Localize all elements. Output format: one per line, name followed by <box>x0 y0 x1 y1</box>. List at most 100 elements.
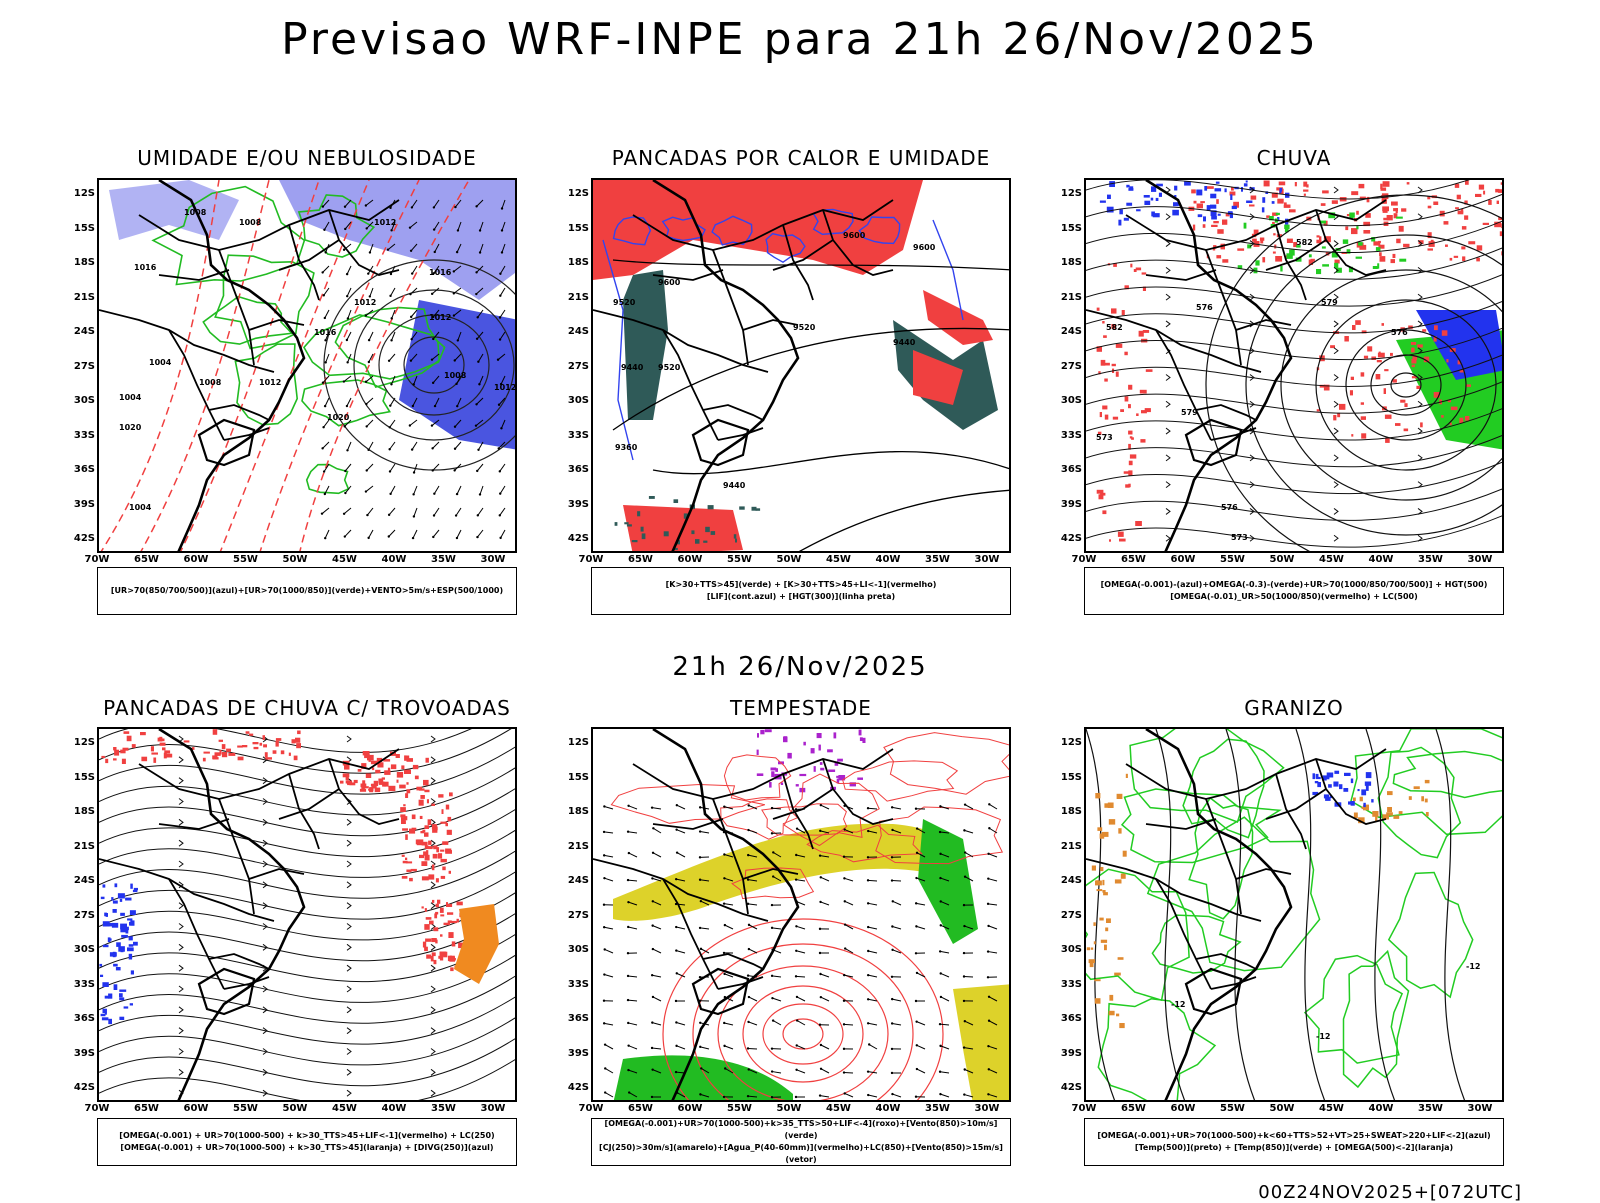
storm-red-speck <box>425 939 431 942</box>
wind-vector-head <box>819 1094 821 1096</box>
wind-vector-head <box>501 251 503 253</box>
rain-red-speck <box>1363 230 1370 234</box>
rain-green-speck <box>1334 263 1338 268</box>
instability-speck <box>624 522 628 524</box>
wind-vector <box>772 928 781 929</box>
omega-orange-speck <box>1115 879 1122 883</box>
rain-red-speck <box>1404 429 1409 432</box>
latitude-label: 39S <box>1052 1048 1082 1059</box>
stream-arrow <box>1334 348 1338 354</box>
wind-vector-head <box>963 904 965 906</box>
wind-vector <box>892 807 901 809</box>
storm-red-speck <box>296 743 301 748</box>
storm-red-speck <box>412 828 417 831</box>
contour-label: 9520 <box>793 323 816 332</box>
wind-vector <box>821 1069 829 1073</box>
rain-red-speck <box>1217 229 1223 234</box>
rain-red-speck <box>1466 384 1471 387</box>
rain-red-speck <box>1112 364 1116 366</box>
storm-purple-speck <box>860 737 863 741</box>
wind-vector <box>410 420 417 426</box>
longitude-label: 70W <box>1069 554 1099 565</box>
omega-orange-speck <box>1119 1023 1124 1028</box>
rain-red-speck <box>1130 454 1136 458</box>
wind-vector <box>628 927 637 929</box>
wind-vector <box>868 1023 877 1025</box>
stream-arrow <box>179 924 183 930</box>
wind-vector-head <box>915 1096 917 1098</box>
storm-red-speck <box>203 758 206 762</box>
latitude-label: 27S <box>559 361 589 372</box>
panel-caption: [OMEGA(-0.001)+UR>70(1000-500)+k<60+TTS>… <box>1084 1118 1504 1166</box>
wind-vector-head <box>411 272 413 274</box>
wind-vector-head <box>346 339 348 341</box>
storm-red-speck <box>422 830 425 833</box>
rain-red-speck <box>1477 245 1483 250</box>
storm-red-speck <box>440 934 443 936</box>
rain-red-speck <box>1105 363 1110 366</box>
wind-vector <box>868 927 877 929</box>
hail-blue-speck <box>1324 794 1329 798</box>
stream-arrow <box>347 924 351 930</box>
wind-vector <box>772 998 781 1001</box>
latitude-label: 33S <box>559 979 589 990</box>
contour-label: 576 <box>1221 503 1238 512</box>
storm-red-speck <box>412 815 416 820</box>
coastline <box>1146 180 1291 553</box>
panel-title: CHUVA <box>1084 146 1504 170</box>
wind-vector-head <box>477 514 479 516</box>
wind-vector-head <box>365 314 367 316</box>
storm-red-speck <box>434 960 437 964</box>
wind-vector-head <box>455 514 457 516</box>
rain-blue-speck <box>1244 183 1248 186</box>
wind-vector-head <box>747 878 749 880</box>
contour-label: 582 <box>1106 323 1123 332</box>
wind-vector-head <box>603 877 605 879</box>
country-border <box>823 759 893 824</box>
latitude-label: 30S <box>65 395 95 406</box>
hail-blue-speck <box>1334 771 1339 774</box>
storm-red-speck <box>238 757 244 761</box>
wind-vector-head <box>891 1072 893 1074</box>
rain-red-speck <box>1351 191 1358 195</box>
latitude-label: 42S <box>1052 533 1082 544</box>
wind-vector <box>821 1045 829 1049</box>
wind-vector-head <box>916 827 918 829</box>
storm-red-speck <box>406 782 408 785</box>
wind-vector-head <box>499 492 501 494</box>
wind-vector-head <box>477 361 479 363</box>
storm-purple-speck <box>787 753 791 759</box>
rain-green-speck <box>1373 266 1378 269</box>
wind-vector-head <box>390 229 392 231</box>
instability-speck <box>708 505 714 509</box>
rain-red-speck <box>1100 412 1102 417</box>
storm-red-speck <box>184 740 190 742</box>
wind-vector <box>989 926 997 929</box>
divergence-blue-speck <box>133 890 138 892</box>
storm-purple-speck <box>819 745 821 751</box>
wind-vector-head <box>456 537 458 539</box>
rain-red-speck <box>1455 207 1459 209</box>
omega-orange-speck <box>1354 813 1358 819</box>
storm-red-speck <box>295 738 300 743</box>
storm-red-speck <box>428 819 432 825</box>
stream-arrow <box>1334 187 1338 193</box>
wind-vector-head <box>772 875 774 877</box>
wind-vector-head <box>627 926 629 928</box>
wind-vector <box>820 1096 829 1097</box>
wind-vector-head <box>434 251 436 253</box>
wind-vector-head <box>477 449 479 451</box>
divergence-blue-speck <box>124 927 129 931</box>
latitude-label: 30S <box>65 944 95 955</box>
wind-vector-head <box>627 831 629 833</box>
wind-vector-head <box>651 877 653 879</box>
hail-blue-speck <box>1328 784 1332 788</box>
storm-red-speck <box>423 780 429 786</box>
storm-red-speck <box>447 830 452 835</box>
latitude-label: 27S <box>65 361 95 372</box>
latitude-label: 42S <box>559 533 589 544</box>
wind-vector <box>604 878 613 881</box>
wind-vector-head <box>700 948 702 950</box>
wind-vector-head <box>987 1045 989 1047</box>
wind-vector-head <box>388 448 390 450</box>
